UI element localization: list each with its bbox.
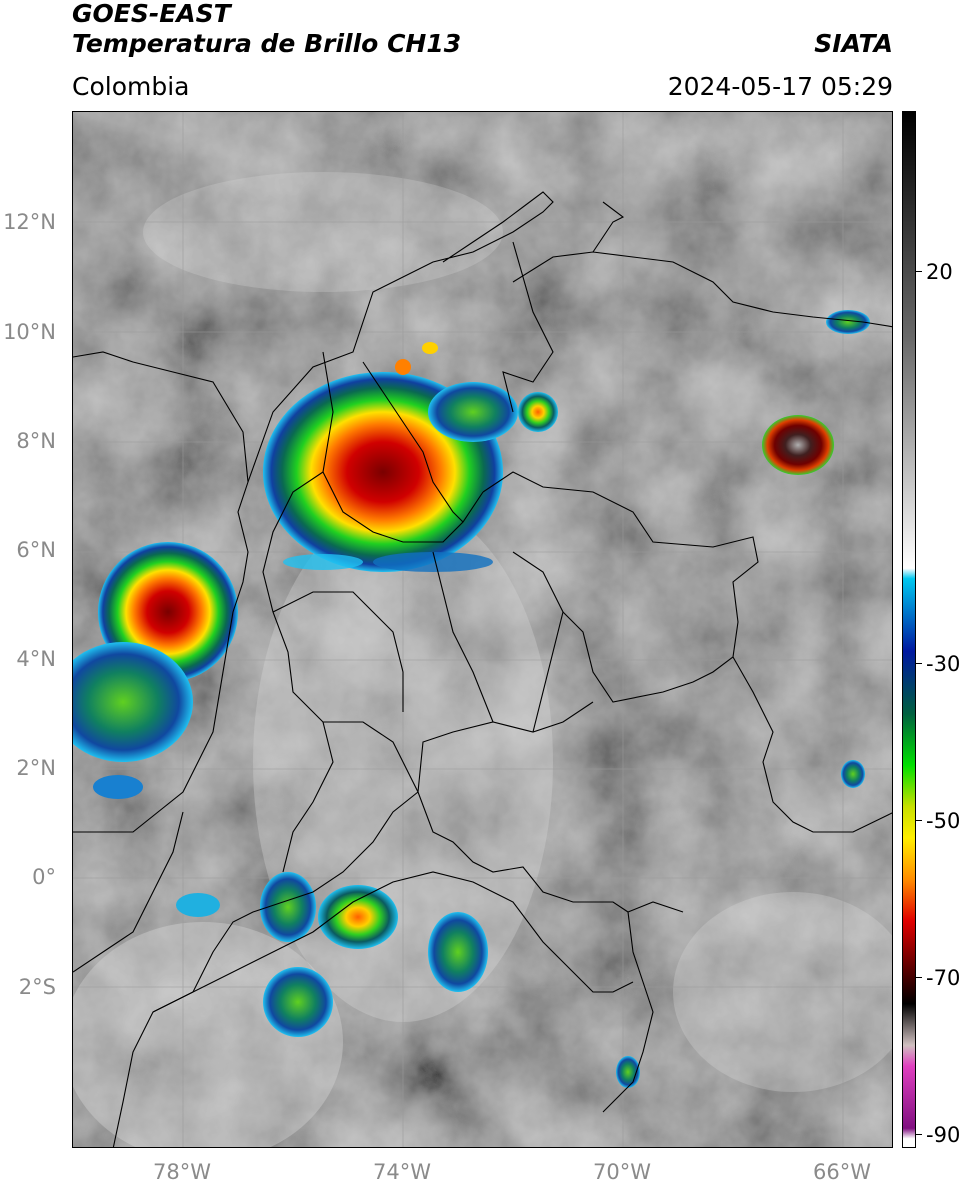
lat-label-2S: 2°S: [18, 975, 56, 999]
colorbar-tick: [916, 977, 922, 978]
colorbar-label-minus50: -50: [926, 809, 961, 833]
map-canvas: [73, 112, 892, 1147]
colorbar-label-minus70: -70: [926, 966, 961, 990]
lon-label-66W: 66°W: [813, 1160, 871, 1184]
colorbar: [902, 111, 916, 1148]
lon-label-78W: 78°W: [153, 1160, 211, 1184]
colorbar-label-minus30: -30: [926, 652, 961, 676]
timestamp-label: 2024-05-17 05:29: [667, 72, 893, 101]
region-label: Colombia: [72, 72, 190, 101]
lat-label-0: 0°: [32, 865, 56, 889]
lat-label-10N: 10°N: [3, 320, 56, 344]
lat-label-4N: 4°N: [16, 647, 56, 671]
colorbar-tick: [916, 271, 922, 272]
lat-label-6N: 6°N: [16, 538, 56, 562]
brand-label: SIATA: [814, 29, 893, 58]
title-satellite: GOES-EAST: [72, 0, 231, 28]
colorbar-tick: [916, 820, 922, 821]
convective-cells: [73, 310, 870, 1088]
colorbar-tick: [916, 1134, 922, 1135]
lat-label-12N: 12°N: [3, 210, 56, 234]
colorbar-gradient: [903, 112, 915, 1147]
lon-label-70W: 70°W: [593, 1160, 651, 1184]
colorbar-label-minus90: -90: [926, 1123, 961, 1147]
colorbar-tick: [916, 663, 922, 664]
lon-label-74W: 74°W: [373, 1160, 431, 1184]
satellite-map[interactable]: [72, 111, 893, 1148]
lat-label-2N: 2°N: [16, 756, 56, 780]
title-product: Temperatura de Brillo CH13: [72, 29, 462, 58]
colorbar-label-20: 20: [926, 260, 953, 284]
borders: [73, 191, 892, 1147]
lat-label-8N: 8°N: [16, 429, 56, 453]
